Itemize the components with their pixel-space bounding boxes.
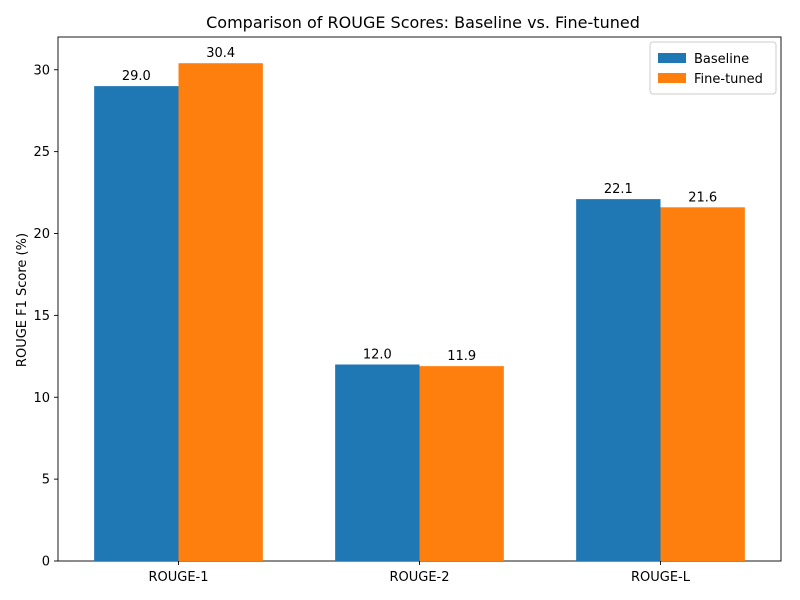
y-tick-label: 15	[33, 309, 50, 324]
y-axis-label: ROUGE F1 Score (%)	[15, 233, 30, 367]
bar-fine-tuned-rouge-2	[419, 366, 504, 561]
legend-swatch	[658, 73, 686, 83]
bar-fine-tuned-rouge-l	[660, 207, 745, 562]
bar-baseline-rouge-2	[335, 364, 420, 561]
legend-swatch	[658, 53, 686, 63]
data-label: 29.0	[122, 69, 151, 84]
data-label: 21.6	[688, 190, 717, 205]
data-label: 12.0	[363, 348, 392, 363]
legend-label: Fine-tuned	[694, 72, 763, 87]
bar-baseline-rouge-l	[576, 199, 661, 562]
x-tick-label: ROUGE-L	[631, 570, 691, 585]
chart-title: Comparison of ROUGE Scores: Baseline vs.…	[206, 13, 640, 32]
x-tick-label: ROUGE-1	[148, 570, 208, 585]
y-tick-label: 10	[33, 391, 50, 406]
bars	[94, 63, 745, 562]
x-axis: ROUGE-1 ROUGE-2 ROUGE-L	[148, 561, 691, 585]
data-labels: 29.0 12.0 22.1 30.4 11.9 21.6	[122, 46, 717, 364]
bar-baseline-rouge-1	[94, 86, 179, 561]
y-tick-label: 20	[33, 227, 50, 242]
legend-label: Baseline	[694, 52, 749, 67]
y-axis: 0 5 10 15 20 25 30	[33, 63, 58, 570]
y-tick-label: 25	[33, 145, 50, 160]
y-tick-label: 30	[33, 63, 50, 78]
data-label: 11.9	[447, 349, 476, 364]
data-label: 30.4	[206, 46, 235, 61]
data-label: 22.1	[604, 182, 633, 197]
legend: Baseline Fine-tuned	[649, 41, 777, 95]
y-tick-label: 0	[42, 555, 50, 570]
y-tick-label: 5	[42, 473, 50, 488]
x-tick-label: ROUGE-2	[389, 570, 449, 585]
bar-fine-tuned-rouge-1	[178, 63, 263, 561]
